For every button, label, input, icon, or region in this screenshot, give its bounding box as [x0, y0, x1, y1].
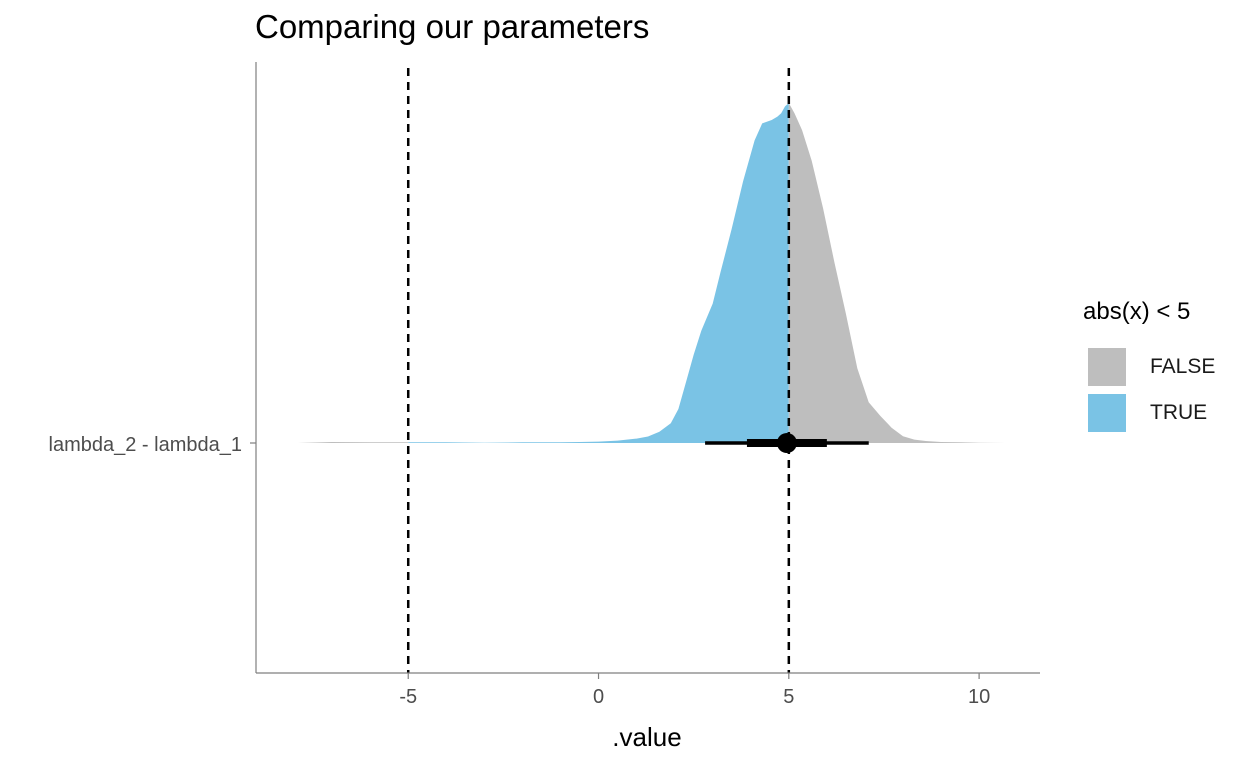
legend-swatch-false	[1088, 348, 1126, 386]
legend-swatch-true	[1088, 394, 1126, 432]
y-tick-label-0: lambda_2 - lambda_1	[49, 434, 242, 456]
x-tick-label-2: 5	[783, 686, 794, 708]
density-false-left	[297, 442, 409, 443]
x-axis-label: .value	[612, 722, 682, 752]
x-tick-label-3: 10	[968, 686, 990, 708]
legend-item-true: TRUE	[1083, 390, 1215, 436]
legend: abs(x) < 5 FALSE TRUE	[1083, 298, 1215, 436]
legend-title: abs(x) < 5	[1083, 298, 1191, 325]
x-tick-label-1: 0	[593, 686, 604, 708]
reference-lines	[406, 68, 791, 673]
interval-point	[776, 433, 797, 453]
density-false-right	[788, 103, 1006, 443]
legend-label-true: TRUE	[1150, 401, 1208, 424]
axes-layer: -5 0 5 10 lambda_2 - lambda_1	[49, 62, 1040, 708]
interval-layer	[705, 433, 869, 453]
legend-label-false: FALSE	[1150, 355, 1216, 378]
density-layer	[297, 103, 1006, 443]
density-true	[408, 103, 789, 443]
chart-title: Comparing our parameters	[255, 8, 650, 45]
legend-item-false: FALSE	[1083, 344, 1215, 390]
x-tick-label-0: -5	[399, 686, 417, 708]
